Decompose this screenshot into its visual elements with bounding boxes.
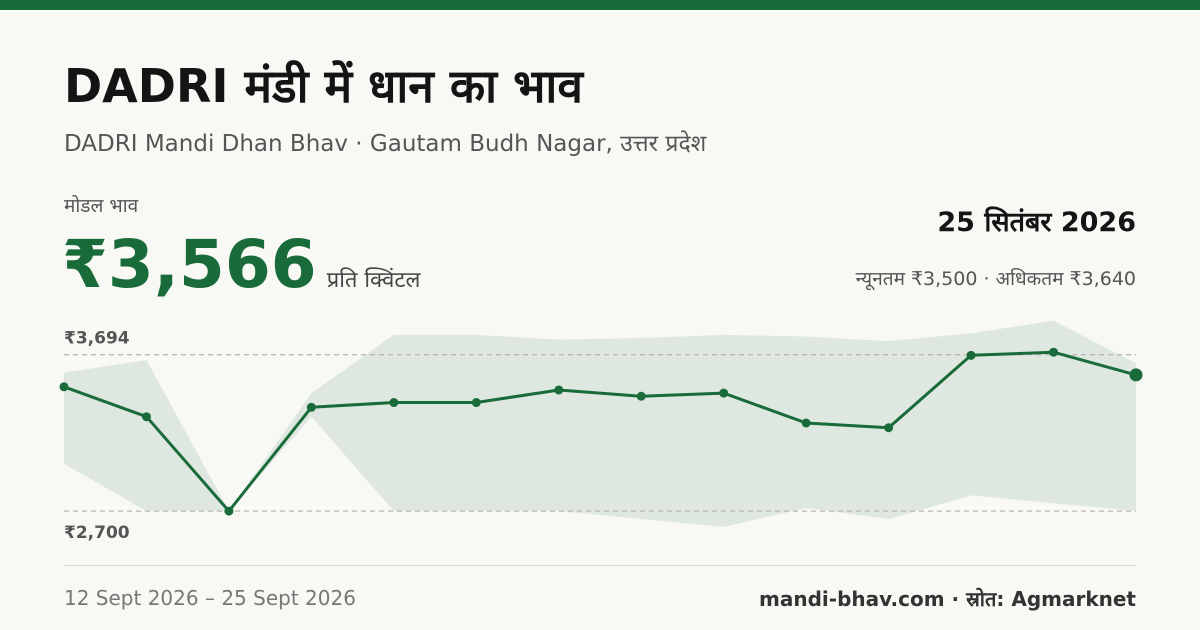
data-point bbox=[306, 402, 316, 412]
data-point bbox=[719, 388, 729, 398]
data-point bbox=[224, 506, 234, 516]
modal-price: ₹3,566 प्रति क्विंटल bbox=[62, 226, 420, 303]
data-point bbox=[141, 412, 151, 422]
latest-data-point bbox=[1129, 368, 1143, 382]
price-unit: प्रति क्विंटल bbox=[326, 268, 421, 293]
data-point bbox=[801, 418, 811, 428]
page-title: DADRI मंडी में धान का भाव bbox=[64, 59, 583, 113]
data-point bbox=[59, 382, 69, 392]
modal-price-value: ₹3,566 bbox=[62, 226, 317, 303]
data-point bbox=[1049, 347, 1059, 357]
data-point bbox=[966, 350, 976, 360]
modal-price-label: मोडल भाव bbox=[64, 195, 139, 217]
y-tick-label: ₹3,694 bbox=[64, 329, 130, 349]
report-date: 25 सितंबर 2026 bbox=[937, 207, 1136, 238]
top-accent-bar bbox=[0, 0, 1200, 10]
data-point bbox=[471, 398, 481, 408]
date-range: 12 Sept 2026 – 25 Sept 2026 bbox=[64, 586, 356, 610]
data-point bbox=[884, 423, 894, 433]
page-subtitle: DADRI Mandi Dhan Bhav · Gautam Budh Naga… bbox=[64, 131, 707, 157]
source-credit: mandi-bhav.com · स्रोत: Agmarknet bbox=[759, 587, 1136, 611]
data-point bbox=[554, 385, 564, 395]
data-point bbox=[636, 391, 646, 401]
min-max-price: न्यूनतम ₹3,500 · अधिकतम ₹3,640 bbox=[855, 268, 1136, 290]
modal-price-line bbox=[63, 350, 1137, 513]
footer-divider bbox=[64, 565, 1136, 566]
price-range-band bbox=[64, 320, 1136, 527]
y-tick-label: ₹2,700 bbox=[64, 523, 130, 543]
data-point bbox=[389, 398, 399, 408]
